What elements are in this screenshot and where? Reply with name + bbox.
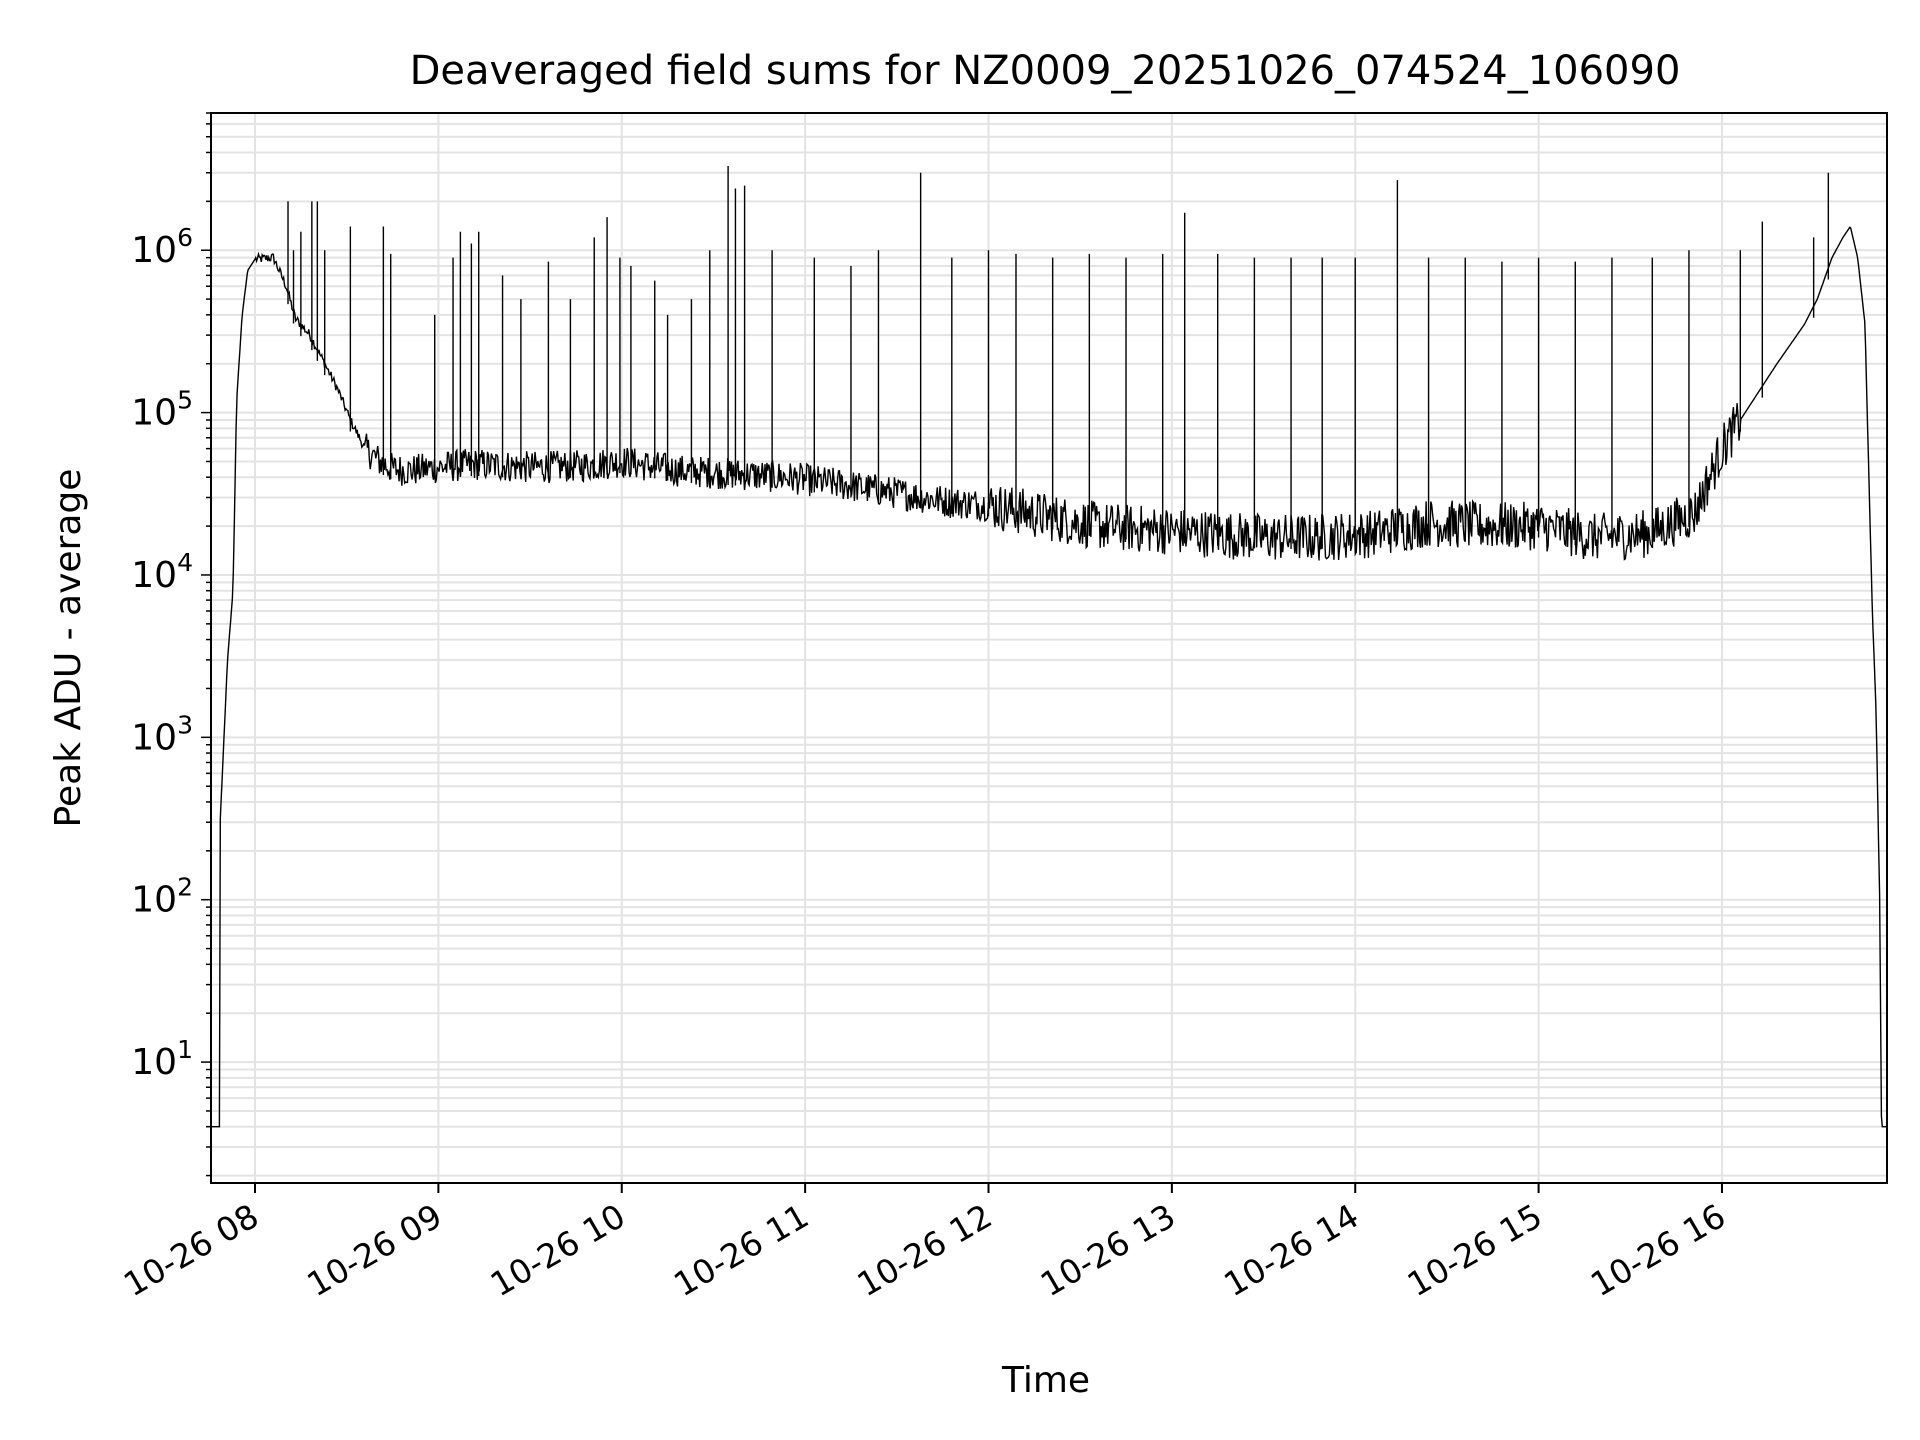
y-tick-base: 10 (131, 880, 177, 921)
y-tick-label: 105 (131, 386, 193, 434)
y-tick-base: 10 (131, 717, 177, 758)
x-tick-label: 10-26 12 (850, 1196, 998, 1304)
x-tick-label: 10-26 08 (117, 1196, 265, 1304)
x-tick-label: 10-26 14 (1217, 1196, 1365, 1304)
y-tick-exponent: 5 (177, 386, 193, 415)
y-tick-base: 10 (131, 1042, 177, 1083)
x-axis-label: Time (1001, 1360, 1090, 1401)
y-axis-label: Peak ADU - average (48, 469, 89, 828)
y-tick-label: 101 (131, 1035, 193, 1083)
x-tick-label: 10-26 09 (300, 1196, 448, 1304)
y-tick-label: 102 (131, 873, 193, 921)
x-tick-label: 10-26 15 (1401, 1196, 1549, 1304)
x-tick-label: 10-26 16 (1584, 1196, 1732, 1304)
y-tick-exponent: 4 (177, 548, 193, 577)
y-tick-label: 104 (131, 548, 193, 596)
y-tick-exponent: 1 (177, 1035, 193, 1064)
grid (211, 112, 1887, 1183)
plot-frame (210, 112, 1888, 1184)
x-tick-label: 10-26 13 (1034, 1196, 1182, 1304)
y-tick-base: 10 (131, 230, 177, 271)
y-tick-base: 10 (131, 393, 177, 434)
y-tick-exponent: 6 (177, 223, 193, 252)
x-tick-label: 10-26 11 (667, 1196, 815, 1304)
x-tick-label: 10-26 10 (484, 1196, 632, 1304)
y-tick-exponent: 3 (177, 710, 193, 739)
data-line (211, 226, 1887, 1128)
chart-title: Deaveraged field sums for NZ0009_2025102… (410, 48, 1681, 94)
y-tick-label: 106 (131, 223, 193, 271)
axes: 10-26 08 10-26 09 10-26 10 10-26 11 10-26 12… (117, 112, 1732, 1304)
y-tick-base: 10 (131, 555, 177, 596)
y-tick-exponent: 2 (177, 873, 193, 902)
data-layer (211, 166, 1887, 1128)
y-tick-label: 103 (131, 710, 193, 758)
